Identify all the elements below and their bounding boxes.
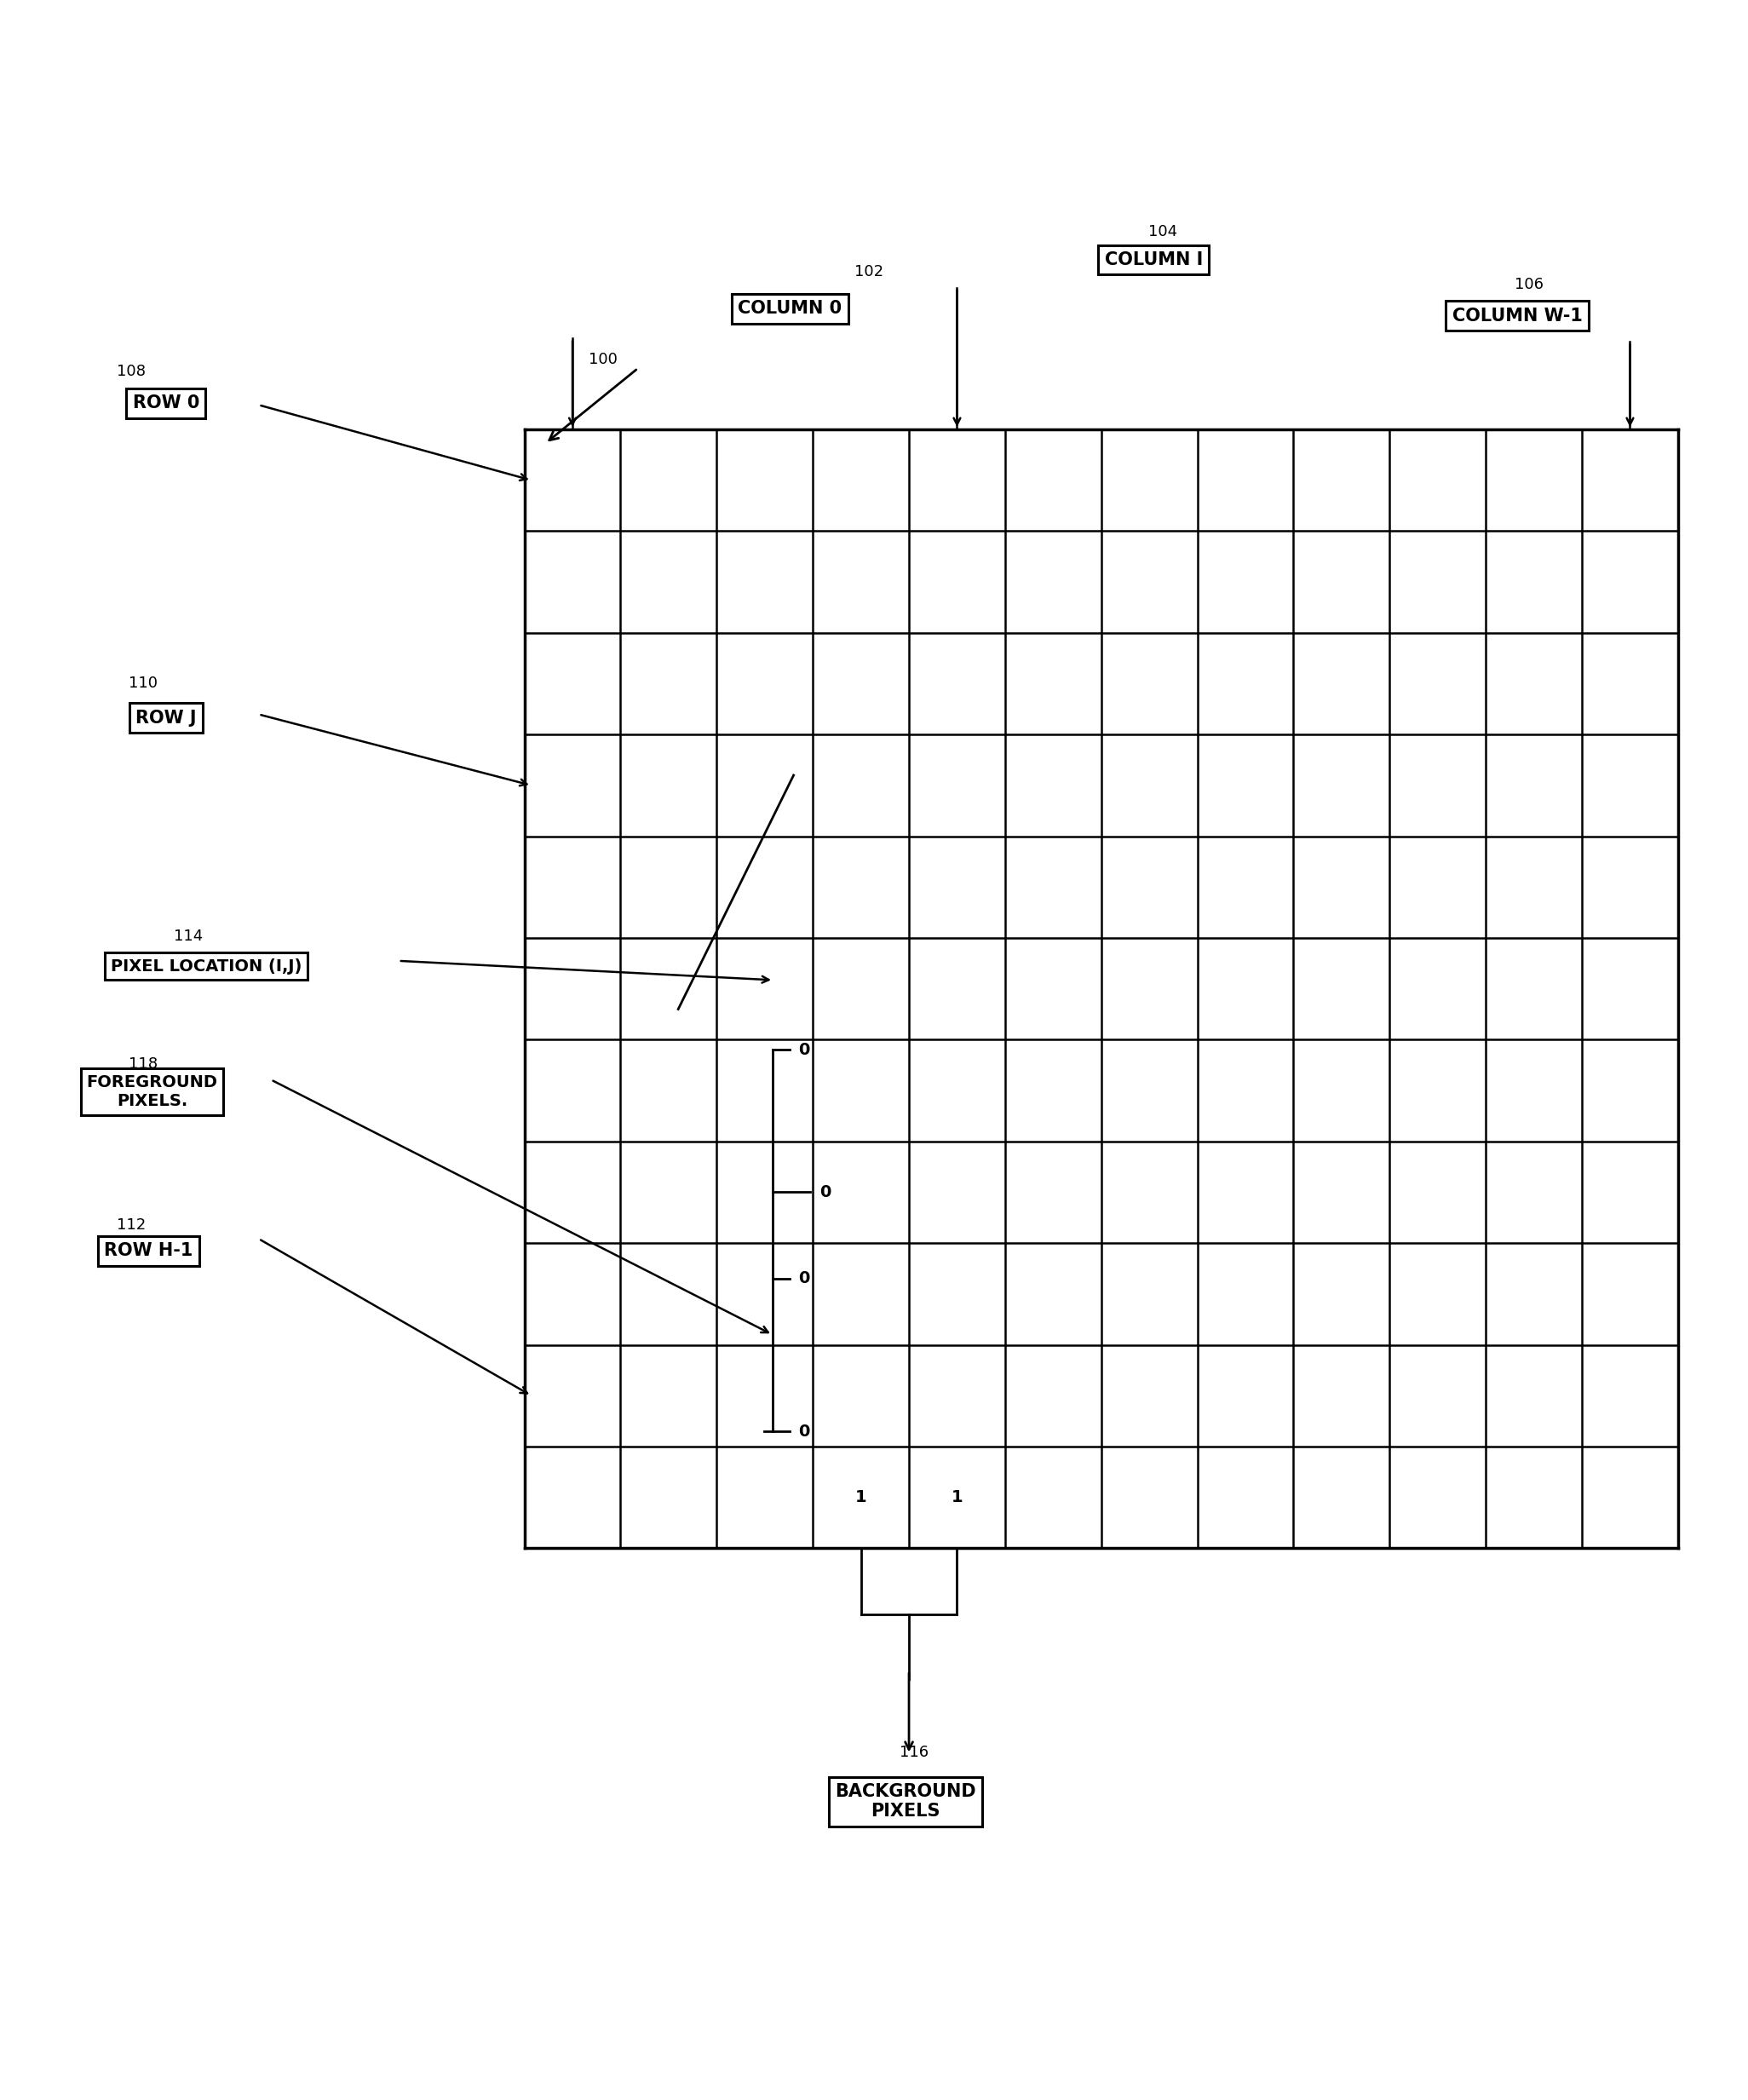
Text: ROW H-1: ROW H-1: [105, 1243, 192, 1260]
Text: 1: 1: [855, 1489, 867, 1506]
Text: 102: 102: [855, 265, 883, 279]
Text: BACKGROUND
PIXELS: BACKGROUND PIXELS: [836, 1783, 975, 1821]
Text: 114: 114: [175, 928, 203, 945]
Text: 112: 112: [117, 1218, 145, 1233]
Text: COLUMN I: COLUMN I: [1105, 252, 1203, 269]
Text: COLUMN W-1: COLUMN W-1: [1453, 307, 1582, 323]
Text: ROW 0: ROW 0: [133, 395, 199, 412]
Text: 116: 116: [900, 1745, 928, 1760]
Text: 0: 0: [799, 1424, 809, 1439]
Text: 0: 0: [799, 1042, 809, 1058]
Text: 0: 0: [799, 1270, 809, 1287]
Text: 1: 1: [951, 1489, 963, 1506]
Text: 110: 110: [129, 676, 157, 691]
Text: 100: 100: [589, 353, 617, 367]
Text: PIXEL LOCATION (I,J): PIXEL LOCATION (I,J): [110, 958, 302, 974]
Text: 106: 106: [1516, 277, 1543, 292]
Text: ROW J: ROW J: [136, 710, 196, 727]
Text: 118: 118: [129, 1056, 157, 1071]
Text: 104: 104: [1148, 225, 1176, 239]
Text: 108: 108: [117, 363, 145, 380]
Text: COLUMN 0: COLUMN 0: [738, 300, 843, 317]
Text: 0: 0: [820, 1184, 830, 1201]
Text: FOREGROUND
PIXELS.: FOREGROUND PIXELS.: [86, 1075, 218, 1109]
